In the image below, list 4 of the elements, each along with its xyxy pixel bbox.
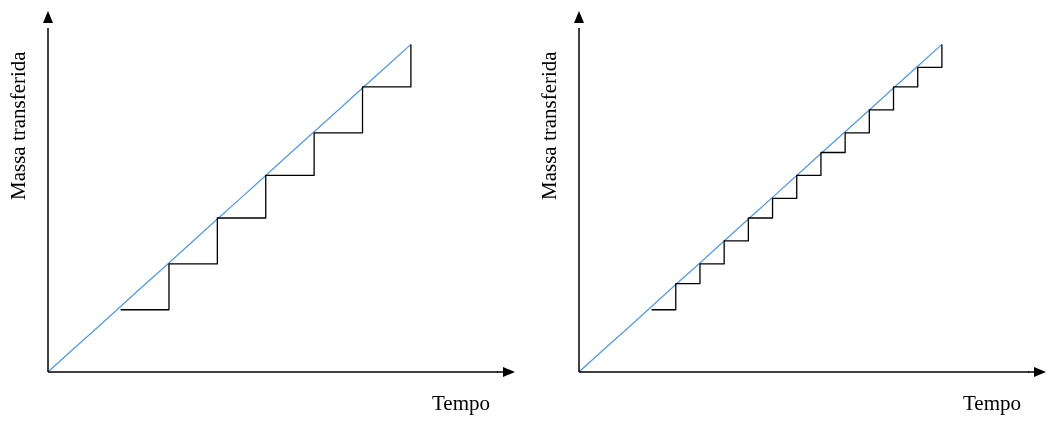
x-axis-title: Tempo <box>431 391 490 415</box>
x-axis-title: Tempo <box>962 391 1021 415</box>
y-axis-title: Massa transferida <box>6 50 31 200</box>
y-axis-title: Massa transferida <box>537 50 562 200</box>
